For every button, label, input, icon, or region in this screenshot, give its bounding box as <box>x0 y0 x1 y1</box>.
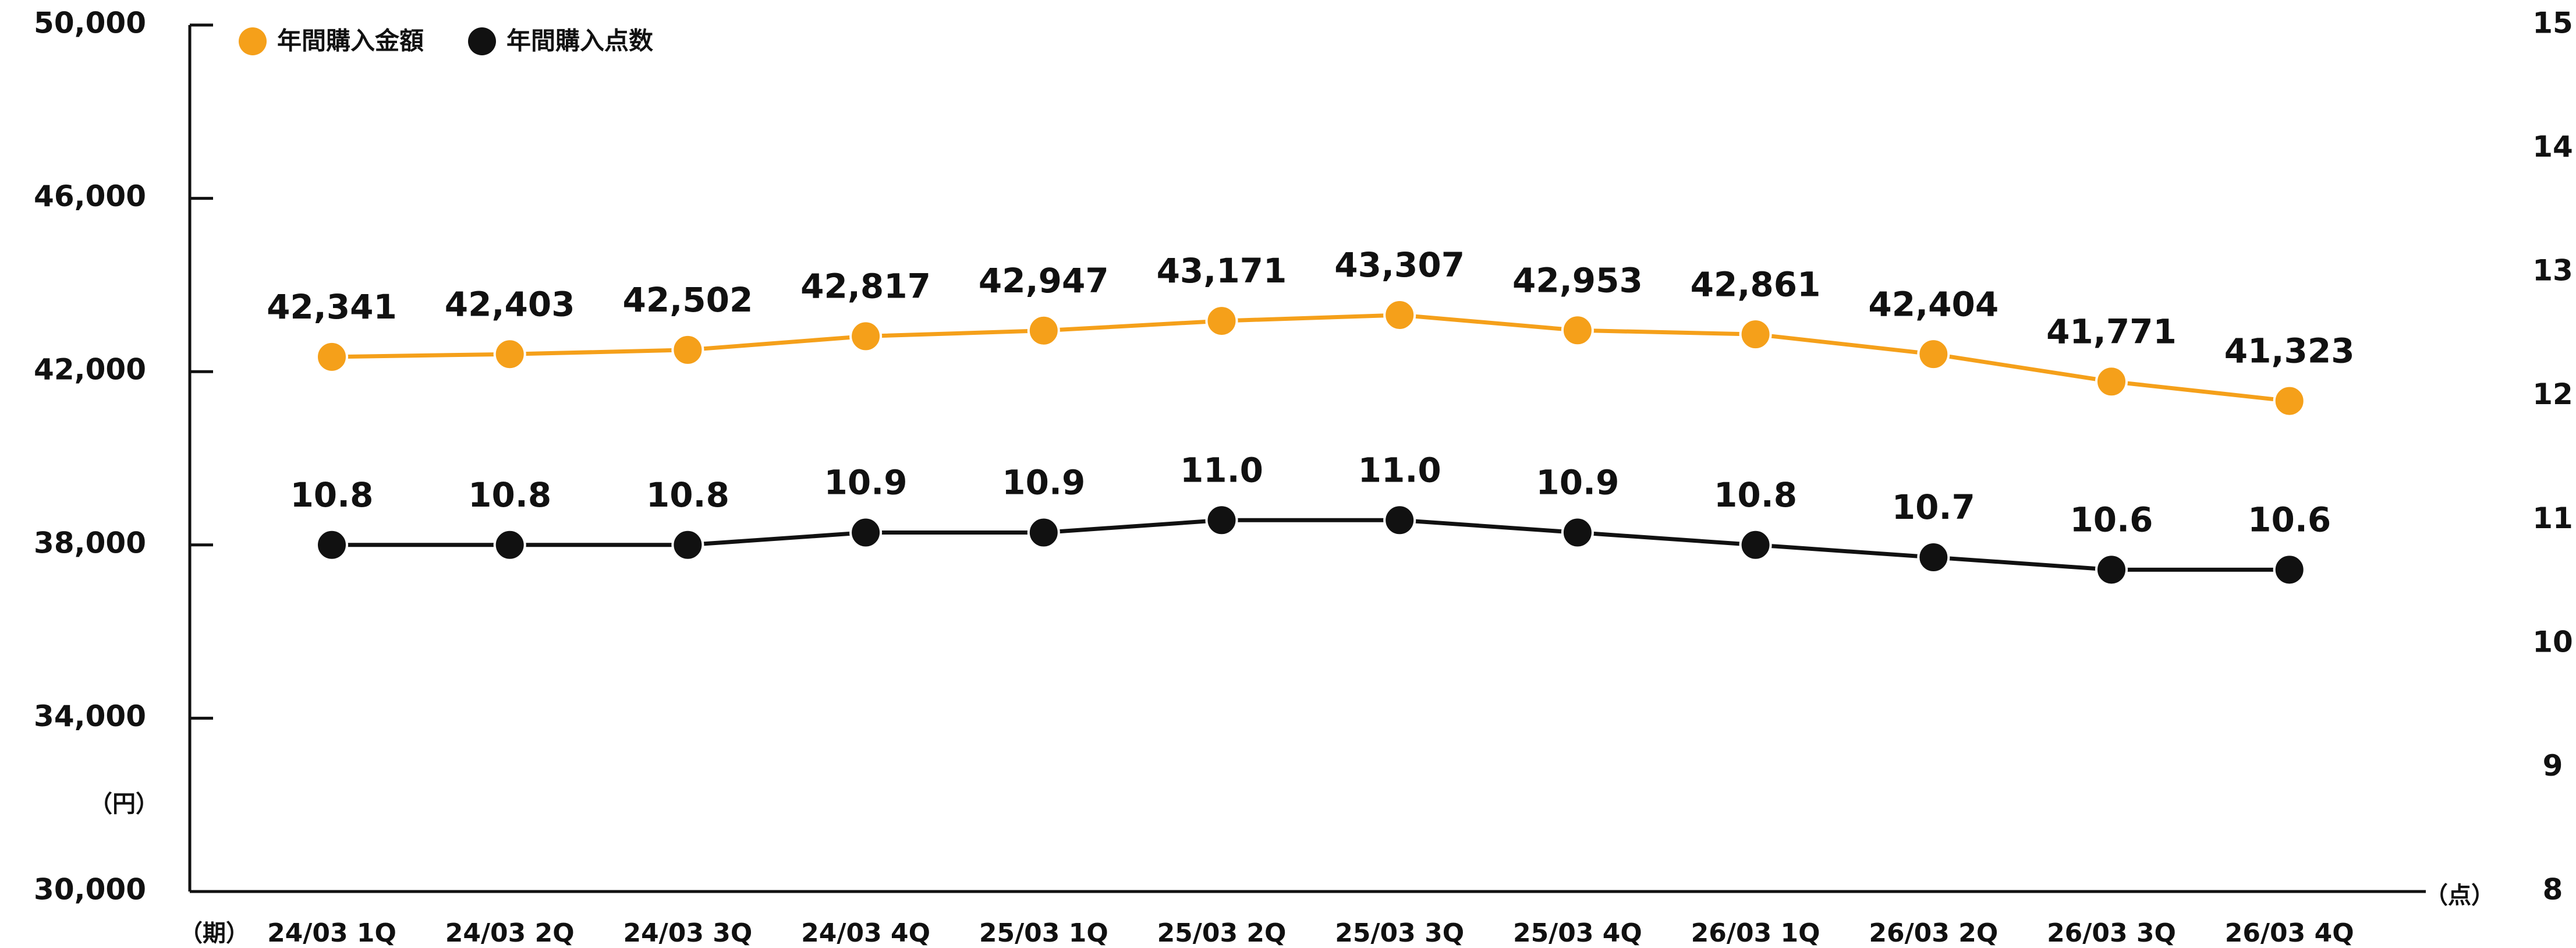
y-tick-label: 46,000 <box>34 179 146 213</box>
point <box>1917 338 1950 371</box>
legend-label: 年間購入点数 <box>506 27 653 55</box>
value-label: 11.0 <box>1180 450 1263 490</box>
x-tick-label: 26/03 1Q <box>1691 918 1820 948</box>
y-tick-label: 30,000 <box>34 873 146 907</box>
value-label: 42,404 <box>1868 284 1999 324</box>
x-tick-label: 25/03 2Q <box>1157 918 1287 948</box>
point <box>2273 384 2306 418</box>
y-tick-label: 34,000 <box>34 699 146 733</box>
point <box>493 338 526 371</box>
x-tick-label: 24/03 1Q <box>267 918 396 948</box>
y2-tick-label: 11 <box>2532 501 2573 535</box>
x-tick-label: 25/03 4Q <box>1513 918 1642 948</box>
point <box>1561 516 1594 549</box>
value-label: 42,817 <box>800 267 931 306</box>
point <box>671 528 704 561</box>
point <box>1027 314 1060 347</box>
value-label: 10.8 <box>1714 475 1797 515</box>
value-label: 10.7 <box>1892 487 1975 527</box>
point <box>849 516 883 549</box>
y2-tick-label: 15 <box>2532 6 2573 40</box>
point <box>2095 365 2128 398</box>
point <box>1205 305 1238 338</box>
point <box>316 340 348 373</box>
x-tick-label: 24/03 2Q <box>445 918 575 948</box>
value-label: 10.8 <box>468 475 551 515</box>
value-label: 10.8 <box>290 475 373 515</box>
value-label: 43,171 <box>1157 251 1287 291</box>
legend-marker <box>239 27 267 55</box>
value-label: 43,307 <box>1334 245 1465 285</box>
y2-tick-label: 10 <box>2532 625 2573 659</box>
point <box>1739 528 1772 561</box>
series-line <box>331 313 2290 404</box>
value-label: 10.9 <box>1536 463 1619 503</box>
legend-marker <box>468 27 496 55</box>
point <box>493 528 526 561</box>
value-label: 42,502 <box>622 280 753 320</box>
point <box>1561 314 1594 347</box>
point <box>1739 318 1772 351</box>
y-tick-label: 42,000 <box>34 353 146 387</box>
value-label: 42,861 <box>1691 264 1821 304</box>
y-tick-label: 50,000 <box>34 6 146 40</box>
point <box>2095 553 2128 586</box>
point <box>2273 553 2306 586</box>
point <box>1383 504 1416 537</box>
y2-tick-label: 13 <box>2532 254 2573 288</box>
x-tick-label: 25/03 1Q <box>979 918 1108 948</box>
value-label: 10.6 <box>2248 500 2331 539</box>
value-label: 42,953 <box>1512 260 1643 300</box>
point <box>1205 504 1238 537</box>
value-label: 42,947 <box>979 261 1109 300</box>
y2-tick-label: 8 <box>2543 873 2563 907</box>
point <box>316 528 348 561</box>
value-label: 11.0 <box>1358 450 1441 490</box>
value-label: 10.9 <box>1002 463 1085 503</box>
x-tick-label: 25/03 3Q <box>1335 918 1464 948</box>
y2-tick-label: 9 <box>2543 749 2563 783</box>
x-unit: （期） <box>179 920 249 947</box>
y-tick-label: 38,000 <box>34 526 146 560</box>
value-label: 41,323 <box>2224 331 2355 371</box>
y2-tick-label: 14 <box>2532 130 2573 164</box>
point <box>1917 541 1950 574</box>
x-tick-label: 26/03 2Q <box>1869 918 1998 948</box>
point <box>1027 516 1060 549</box>
value-label: 42,403 <box>445 284 575 324</box>
x-tick-label: 24/03 4Q <box>801 918 930 948</box>
value-label: 10.9 <box>824 463 908 503</box>
y2-tick-label: 12 <box>2532 377 2573 411</box>
point <box>1383 298 1416 331</box>
y-unit: （円） <box>89 791 159 818</box>
legend-label: 年間購入金額 <box>277 27 424 55</box>
value-label: 10.6 <box>2070 500 2153 539</box>
value-label: 41,771 <box>2046 312 2177 351</box>
x-tick-label: 26/03 4Q <box>2225 918 2354 948</box>
x-tick-label: 26/03 3Q <box>2047 918 2176 948</box>
y2-unit: （点） <box>2425 882 2494 909</box>
point <box>671 333 704 366</box>
point <box>849 320 883 353</box>
x-tick-label: 24/03 3Q <box>623 918 752 948</box>
value-label: 42,341 <box>267 287 397 327</box>
value-label: 10.8 <box>646 475 729 515</box>
series-line <box>332 518 2290 572</box>
